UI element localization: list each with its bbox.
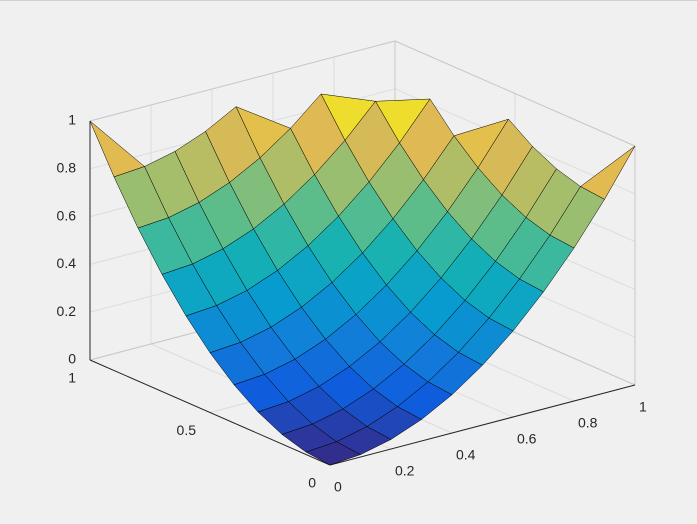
x-tick-label: 0.8 xyxy=(578,415,598,431)
x-axis xyxy=(329,384,636,466)
z-tick-label: 0 xyxy=(68,351,76,367)
surface-patch xyxy=(305,441,361,466)
x-tick-label: 0.6 xyxy=(517,431,537,447)
z-tick-label: 0.6 xyxy=(57,207,77,223)
z-tick-label: 0.2 xyxy=(57,303,77,319)
x-tick-label: 0.2 xyxy=(395,463,415,479)
y-tick-label: 1 xyxy=(68,370,76,386)
z-tick-label: 0.4 xyxy=(57,255,77,271)
y-axis xyxy=(89,359,331,466)
x-tick-label: 1 xyxy=(639,399,647,415)
box-edge xyxy=(89,40,396,122)
box-edge xyxy=(394,40,636,147)
y-tick-label: 0.5 xyxy=(177,422,197,438)
x-tick-label: 0 xyxy=(334,479,342,495)
x-tick-label: 0.4 xyxy=(456,447,476,463)
y-tick-label: 0 xyxy=(308,475,316,491)
z-tick-label: 1 xyxy=(68,112,76,128)
z-tick-label: 0.8 xyxy=(57,160,77,176)
